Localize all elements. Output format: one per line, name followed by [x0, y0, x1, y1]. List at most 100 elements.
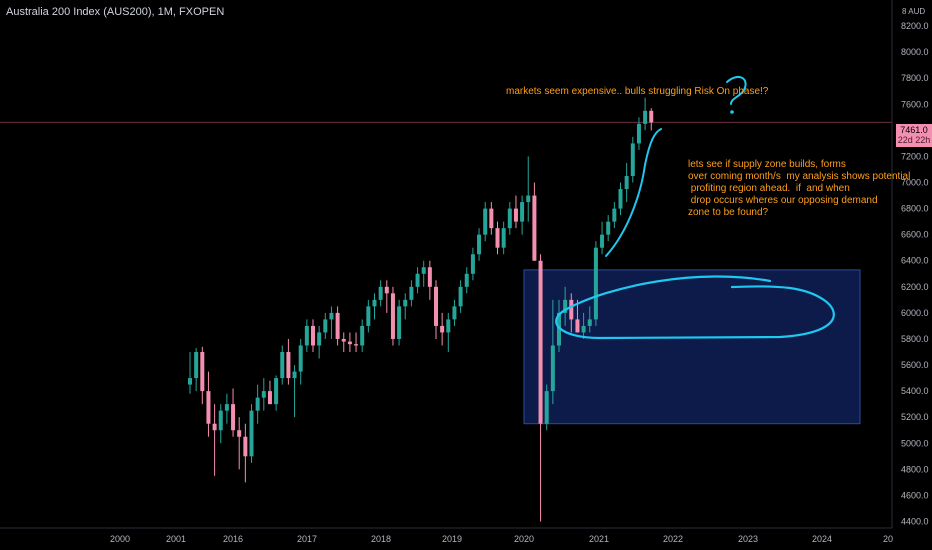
demand-zone-box	[523, 269, 861, 425]
candle-body	[544, 391, 549, 424]
candle-body	[513, 208, 518, 222]
y-tick-label: 5200.0	[901, 412, 929, 422]
candle-body	[261, 391, 266, 398]
candle-body	[563, 299, 568, 313]
candle-body	[231, 404, 236, 431]
candle-body	[378, 286, 383, 300]
candle-body	[347, 341, 352, 345]
x-tick-label: 2018	[371, 534, 391, 544]
candle-body	[495, 228, 500, 248]
drawn-question-dot	[730, 110, 734, 114]
drawn-zone-ellipse	[555, 275, 835, 340]
candle-body	[415, 273, 420, 287]
candle-body	[237, 430, 242, 437]
candle-body	[427, 267, 432, 287]
drawn-question-curve	[726, 75, 747, 105]
candle-body	[409, 286, 414, 300]
y-tick-label: 5600.0	[901, 360, 929, 370]
candle-body	[440, 325, 445, 333]
y-tick-label: 5400.0	[901, 386, 929, 396]
y-tick-label: 6000.0	[901, 308, 929, 318]
candle-body	[483, 208, 488, 235]
annotation-top: markets seem expensive.. bulls strugglin…	[506, 86, 769, 97]
candle-body	[550, 345, 555, 392]
x-tick-label: 2022	[663, 534, 683, 544]
y-tick-label: 5800.0	[901, 334, 929, 344]
candle-body	[618, 189, 623, 209]
y-tick-label: 7000.0	[901, 178, 929, 188]
candle-body	[587, 319, 592, 326]
x-tick-label: 2001	[166, 534, 186, 544]
candle-body	[612, 208, 617, 222]
candle-body	[421, 267, 426, 274]
candle-body	[397, 306, 402, 339]
candle-body	[581, 325, 586, 333]
bar-countdown: 22d 22h	[897, 135, 931, 145]
y-tick-label: 4600.0	[901, 490, 929, 500]
candle-body	[507, 208, 512, 229]
candle-body	[267, 391, 272, 405]
candle-body	[489, 208, 494, 229]
y-tick-label: 6200.0	[901, 282, 929, 292]
candle-body	[636, 123, 641, 144]
x-tick-label: 2024	[812, 534, 832, 544]
candle-body	[532, 195, 537, 261]
candle-body	[304, 325, 309, 346]
y-tick-label: 6600.0	[901, 230, 929, 240]
candle-body	[341, 338, 346, 342]
candle-body	[526, 195, 531, 203]
candle-body	[329, 312, 334, 320]
current-price: 7461.0	[900, 125, 928, 135]
candle-body	[188, 378, 192, 385]
candle-body	[292, 371, 297, 379]
candle-body	[538, 260, 543, 424]
candle-body	[630, 143, 635, 176]
candle-body	[255, 397, 260, 411]
candle-body	[452, 306, 457, 320]
y-tick-label: 8200.0	[901, 21, 929, 31]
drawn-trend-curve	[605, 128, 662, 257]
y-tick-label: 7200.0	[901, 151, 929, 161]
candle-body	[360, 325, 365, 346]
y-tick-label: 6400.0	[901, 256, 929, 266]
x-tick-label: 2021	[589, 534, 609, 544]
candle-body	[317, 332, 322, 346]
candle-body	[593, 247, 598, 320]
candle-body	[243, 436, 248, 457]
candle-body	[311, 325, 315, 346]
candle-body	[194, 352, 199, 379]
current-price-badge: 7461.0 22d 22h	[896, 124, 932, 147]
candle-body	[458, 286, 463, 307]
candle-body	[249, 410, 254, 457]
candle-body	[624, 176, 629, 190]
y-tick-label: 6800.0	[901, 204, 929, 214]
candle-body	[501, 228, 506, 248]
y-tick-label: 4400.0	[901, 516, 929, 526]
candle-body	[390, 293, 395, 339]
candle-body	[520, 202, 525, 222]
candle-body	[384, 286, 389, 294]
candle-body	[477, 234, 482, 255]
candle-body	[557, 312, 561, 346]
x-tick-label: 2023	[738, 534, 758, 544]
candle-body	[470, 254, 475, 274]
candle-body	[643, 110, 648, 124]
candle-body	[200, 352, 205, 392]
candle-body	[464, 273, 469, 287]
currency-label: 8 AUD	[902, 7, 925, 16]
x-tick-label: 20	[883, 534, 893, 544]
candle-body	[434, 286, 438, 326]
candle-body	[366, 306, 371, 326]
candle-body	[649, 110, 654, 123]
y-tick-label: 7600.0	[901, 99, 929, 109]
y-tick-label: 8000.0	[901, 47, 929, 57]
x-tick-label: 2020	[514, 534, 534, 544]
candle-body	[372, 299, 377, 307]
candle-body	[280, 352, 285, 379]
candle-body	[575, 319, 580, 333]
candle-body	[286, 352, 291, 379]
candle-body	[206, 391, 211, 424]
y-tick-label: 5000.0	[901, 438, 929, 448]
candle-body	[446, 319, 451, 333]
